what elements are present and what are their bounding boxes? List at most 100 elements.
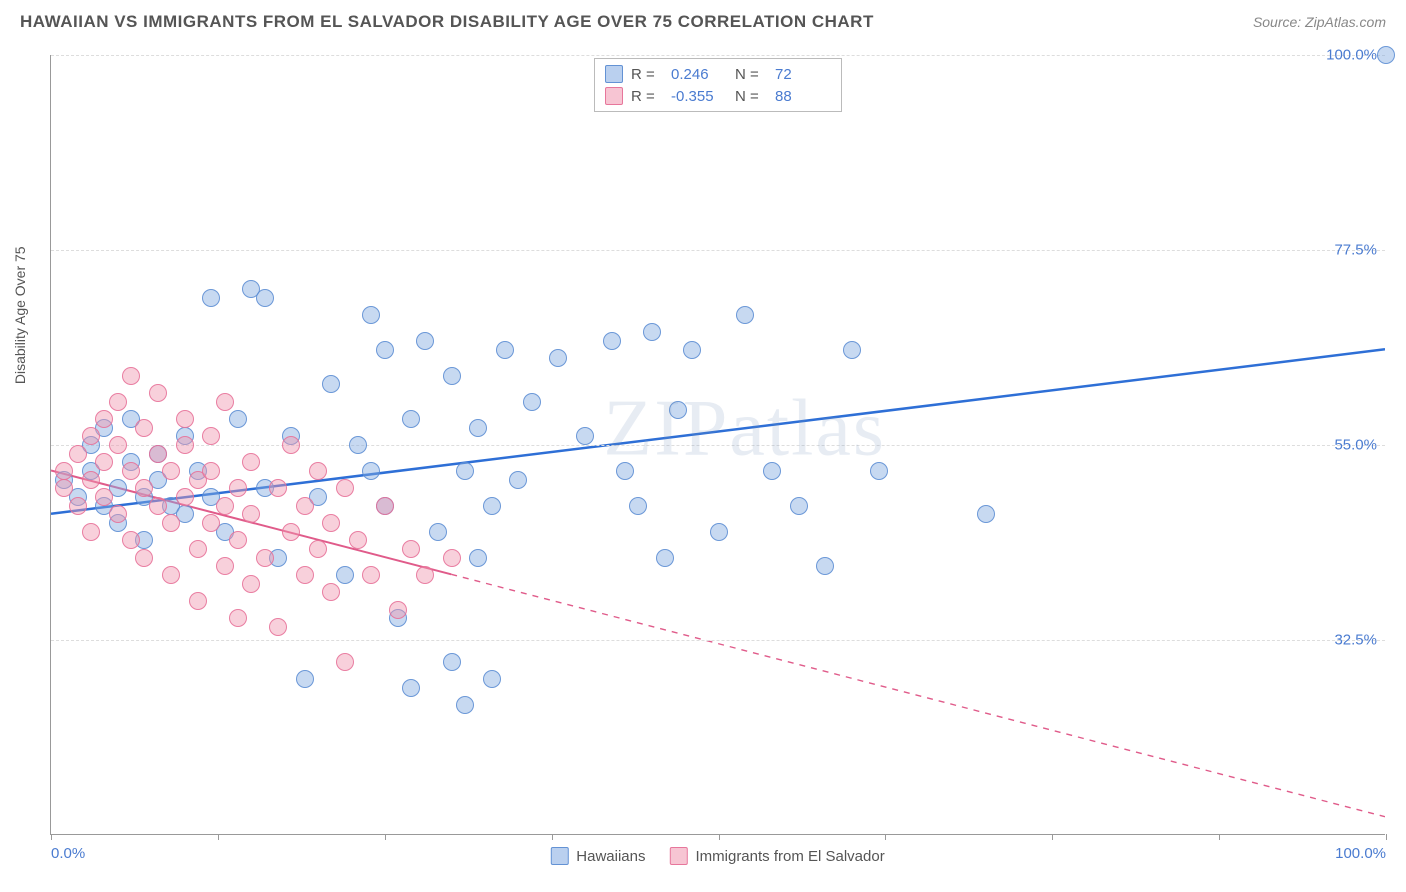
data-point — [443, 367, 461, 385]
y-tick-label: 77.5% — [1334, 242, 1377, 259]
data-point — [109, 393, 127, 411]
data-point — [162, 462, 180, 480]
data-point — [629, 497, 647, 515]
chart-header: HAWAIIAN VS IMMIGRANTS FROM EL SALVADOR … — [0, 0, 1406, 40]
x-tick-label: 100.0% — [1335, 845, 1386, 862]
n-value-a: 72 — [775, 66, 831, 83]
data-point — [242, 453, 260, 471]
data-point — [1377, 46, 1395, 64]
data-point — [229, 609, 247, 627]
data-point — [269, 618, 287, 636]
data-point — [162, 514, 180, 532]
data-point — [162, 566, 180, 584]
data-point — [322, 514, 340, 532]
data-point — [402, 540, 420, 558]
r-label: R = — [631, 66, 663, 83]
n-value-b: 88 — [775, 88, 831, 105]
data-point — [242, 505, 260, 523]
data-point — [376, 497, 394, 515]
data-point — [202, 514, 220, 532]
x-tick-label: 0.0% — [51, 845, 85, 862]
data-point — [322, 375, 340, 393]
data-point — [202, 427, 220, 445]
data-point — [95, 488, 113, 506]
data-point — [216, 557, 234, 575]
data-point — [202, 289, 220, 307]
x-tick — [552, 834, 553, 840]
data-point — [443, 653, 461, 671]
chart-title: HAWAIIAN VS IMMIGRANTS FROM EL SALVADOR … — [20, 12, 874, 32]
plot-area: ZIPatlas R = 0.246 N = 72 R = -0.355 N =… — [50, 55, 1385, 835]
swatch-immigrants-icon — [605, 87, 623, 105]
data-point — [242, 575, 260, 593]
data-point — [362, 462, 380, 480]
data-point — [55, 479, 73, 497]
data-point — [336, 566, 354, 584]
data-point — [710, 523, 728, 541]
data-point — [122, 367, 140, 385]
data-point — [149, 445, 167, 463]
data-point — [95, 410, 113, 428]
data-point — [229, 531, 247, 549]
data-point — [402, 410, 420, 428]
x-tick — [885, 834, 886, 840]
data-point — [456, 462, 474, 480]
swatch-hawaiians-icon — [605, 65, 623, 83]
legend-label: Immigrants from El Salvador — [695, 848, 884, 865]
data-point — [509, 471, 527, 489]
x-tick — [385, 834, 386, 840]
data-point — [135, 479, 153, 497]
data-point — [456, 696, 474, 714]
y-tick-label: 32.5% — [1334, 632, 1377, 649]
r-value-a: 0.246 — [671, 66, 727, 83]
data-point — [429, 523, 447, 541]
data-point — [362, 306, 380, 324]
data-point — [336, 479, 354, 497]
x-tick — [51, 834, 52, 840]
trend-line-solid — [51, 349, 1385, 513]
data-point — [336, 653, 354, 671]
data-point — [322, 583, 340, 601]
swatch-immigrants-icon — [669, 847, 687, 865]
data-point — [790, 497, 808, 515]
data-point — [69, 445, 87, 463]
data-point — [216, 497, 234, 515]
data-point — [736, 306, 754, 324]
x-tick — [1219, 834, 1220, 840]
data-point — [109, 436, 127, 454]
data-point — [256, 289, 274, 307]
grid-line — [51, 445, 1385, 446]
legend-stats-row: R = -0.355 N = 88 — [605, 85, 831, 107]
data-point — [309, 540, 327, 558]
data-point — [296, 497, 314, 515]
data-point — [216, 393, 234, 411]
data-point — [616, 462, 634, 480]
data-point — [483, 670, 501, 688]
data-point — [349, 436, 367, 454]
data-point — [109, 505, 127, 523]
x-tick — [1386, 834, 1387, 840]
data-point — [549, 349, 567, 367]
data-point — [376, 341, 394, 359]
data-point — [229, 479, 247, 497]
data-point — [82, 471, 100, 489]
data-point — [443, 549, 461, 567]
grid-line — [51, 640, 1385, 641]
data-point — [870, 462, 888, 480]
data-point — [469, 419, 487, 437]
data-point — [523, 393, 541, 411]
data-point — [496, 341, 514, 359]
data-point — [656, 549, 674, 567]
grid-line — [51, 250, 1385, 251]
chart-container: Disability Age Over 75 ZIPatlas R = 0.24… — [50, 55, 1385, 835]
data-point — [189, 592, 207, 610]
data-point — [362, 566, 380, 584]
trend-line-dashed — [451, 574, 1385, 816]
legend-label: Hawaiians — [576, 848, 645, 865]
data-point — [135, 549, 153, 567]
data-point — [282, 436, 300, 454]
data-point — [309, 462, 327, 480]
data-point — [176, 410, 194, 428]
x-tick — [1052, 834, 1053, 840]
data-point — [282, 523, 300, 541]
